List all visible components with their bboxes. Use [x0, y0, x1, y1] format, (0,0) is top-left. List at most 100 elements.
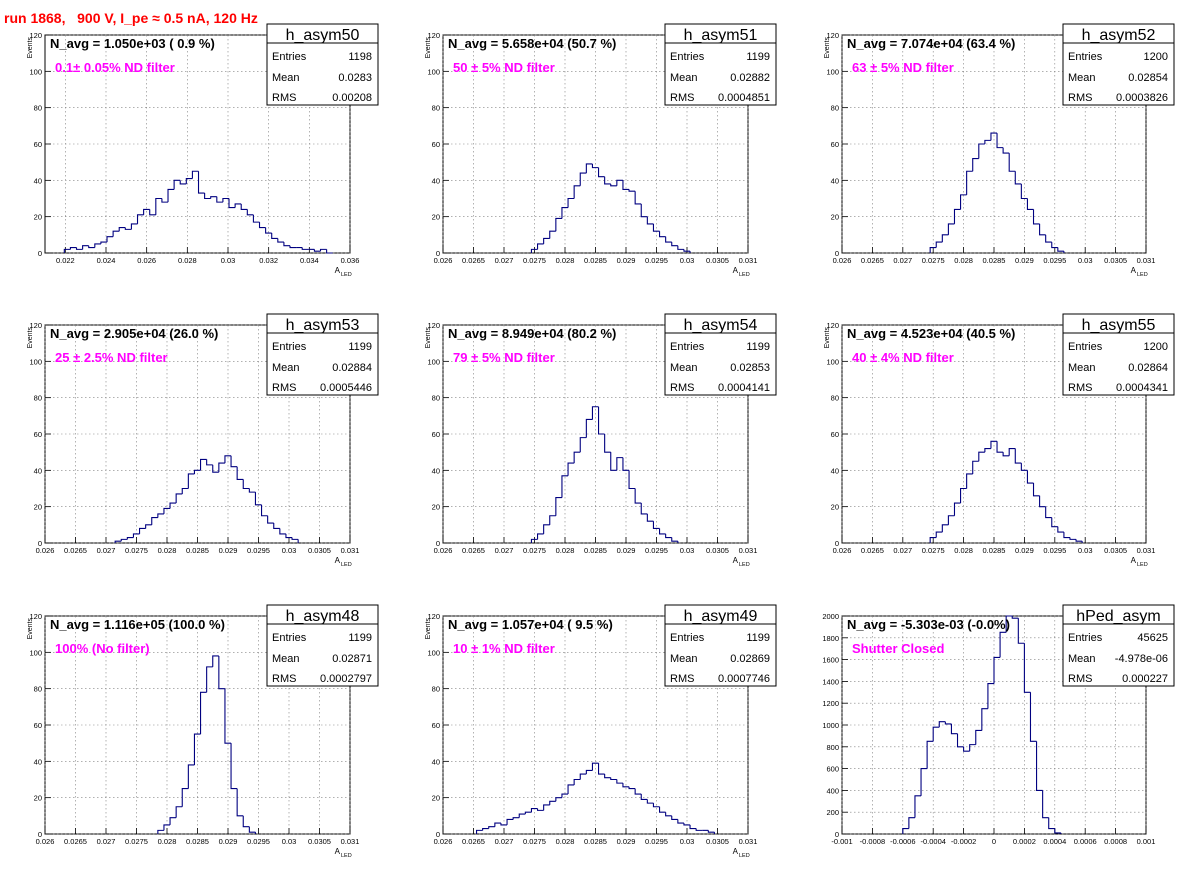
y-tick-label: 1600: [822, 656, 839, 665]
histogram-bin: [555, 217, 562, 232]
histogram-bin: [106, 236, 114, 243]
y-tick-label: 20: [34, 794, 42, 803]
stats-label: Entries: [670, 341, 705, 353]
histogram-bin: [1017, 618, 1025, 644]
stats-entries-value: 1200: [1144, 341, 1168, 353]
x-tick-label: 0.0265: [64, 546, 87, 555]
stats-label: RMS: [272, 673, 296, 685]
histogram-bin: [273, 523, 280, 530]
histogram-bin: [984, 447, 991, 453]
histogram-panel-h_asym55: 0.026 0.0265 0.027 0.0275 0.028 0.0285 0.029 0.…: [824, 313, 1175, 568]
histogram-bin: [677, 245, 684, 250]
histogram-bin: [291, 537, 299, 540]
histogram-bin: [579, 172, 587, 186]
stats-entries-value: 1200: [1144, 51, 1168, 63]
histogram-bin: [163, 824, 171, 831]
histogram-bin: [230, 455, 238, 468]
histogram-bin: [953, 208, 961, 224]
histogram-bin: [512, 817, 520, 820]
histogram-bin: [283, 242, 291, 247]
x-tick-label: 0.027: [893, 256, 912, 265]
histogram-bin: [261, 504, 268, 517]
x-tick-label: 0.0285: [584, 546, 607, 555]
histogram-bin: [978, 451, 985, 462]
histogram-bin: [652, 803, 660, 808]
histogram-bin: [591, 762, 599, 771]
x-tick-label: 0.0275: [922, 256, 945, 265]
stats-label: Mean: [1068, 72, 1096, 84]
histogram-bin: [254, 492, 262, 506]
x-tick-label: 0.034: [300, 256, 319, 265]
y-tick-label: 120: [427, 31, 440, 40]
histogram-bin: [996, 441, 1004, 453]
y-tick-label: 0: [835, 249, 839, 258]
stats-label: RMS: [1068, 673, 1092, 685]
stats-entries-value: 1198: [348, 51, 372, 63]
x-tick-label: 0.026: [36, 837, 55, 846]
histogram-bin: [143, 208, 150, 215]
histogram-bin: [947, 223, 955, 235]
y-tick-label: 40: [432, 176, 440, 185]
histogram-bin: [1075, 539, 1083, 542]
histogram-bin: [1069, 537, 1077, 540]
histogram-bin: [567, 197, 575, 208]
x-axis-label: A: [733, 556, 739, 565]
histogram-bin: [996, 133, 1004, 149]
histogram-bin: [252, 214, 260, 223]
histogram-bin: [944, 721, 952, 725]
histogram-bin: [258, 222, 266, 229]
histogram-bin: [132, 533, 140, 538]
x-axis-label-subscript: LED: [739, 272, 750, 278]
x-tick-label: 0.031: [739, 546, 758, 555]
y-tick-label: 40: [432, 466, 440, 475]
stats-entries-value: 1199: [348, 341, 372, 353]
y-axis-label: Events: [824, 37, 831, 59]
histogram-bin: [524, 811, 532, 815]
histogram-bin: [634, 191, 642, 205]
y-tick-label: 60: [34, 140, 42, 149]
histogram-bin: [628, 189, 636, 192]
stats-mean-value: 0.02853: [730, 362, 770, 374]
y-axis-label: Events: [425, 618, 432, 640]
stats-box: [664, 313, 777, 396]
x-tick-label: 0.0305: [706, 546, 729, 555]
stats-rms-value: 0.0005446: [320, 382, 372, 394]
x-tick-label: 0.0295: [645, 837, 668, 846]
histogram-bin: [929, 247, 937, 253]
histogram-bin: [963, 746, 970, 752]
histogram-bin: [1039, 495, 1046, 508]
x-tick-label: 0.031: [739, 837, 758, 846]
histogram-bin: [265, 227, 272, 234]
histogram-bin: [1026, 198, 1034, 210]
x-axis-label: A: [733, 847, 739, 856]
stats-label: RMS: [272, 92, 296, 104]
x-tick-label: 0.031: [341, 837, 360, 846]
histogram-name: h_asym51: [684, 27, 758, 44]
stats-entries-value: 45625: [1137, 632, 1168, 644]
y-tick-label: 1400: [822, 677, 839, 686]
histogram-bin: [640, 503, 648, 515]
y-tick-label: 40: [831, 176, 839, 185]
x-axis-label: A: [1131, 266, 1137, 275]
stats-rms-value: 0.0002797: [320, 673, 372, 685]
stats-rms-value: 0.0003826: [1116, 92, 1168, 104]
stats-label: Entries: [272, 341, 307, 353]
histogram-bin: [206, 666, 213, 693]
histogram-bin: [200, 691, 207, 735]
y-tick-label: 0: [38, 539, 42, 548]
x-tick-label: 0.029: [617, 256, 636, 265]
histogram-panel-h_asym50: 0.022 0.024 0.026 0.028 0.03 0.032 0.034 0.036 0…: [27, 23, 379, 278]
histogram-bin: [610, 777, 617, 781]
stats-entries-value: 1199: [746, 632, 770, 644]
histogram-bin: [112, 230, 120, 237]
histogram-bin: [1032, 209, 1040, 225]
histogram-bin: [1029, 692, 1037, 742]
filter-annotation: 50 ± 5% ND filter: [453, 60, 555, 75]
navg-text: N_avg = 7.074e+04 (63.4 %): [847, 36, 1015, 51]
histogram-panel-hPed_asym: -0.001 -0.0008 -0.0006 -0.0004 -0.0002 0 0.000…: [822, 604, 1175, 846]
y-tick-label: 2000: [822, 612, 839, 621]
histogram-bin: [246, 209, 254, 216]
y-tick-label: 20: [34, 503, 42, 512]
histogram-bin: [610, 183, 617, 187]
histogram-bin: [1026, 470, 1034, 484]
